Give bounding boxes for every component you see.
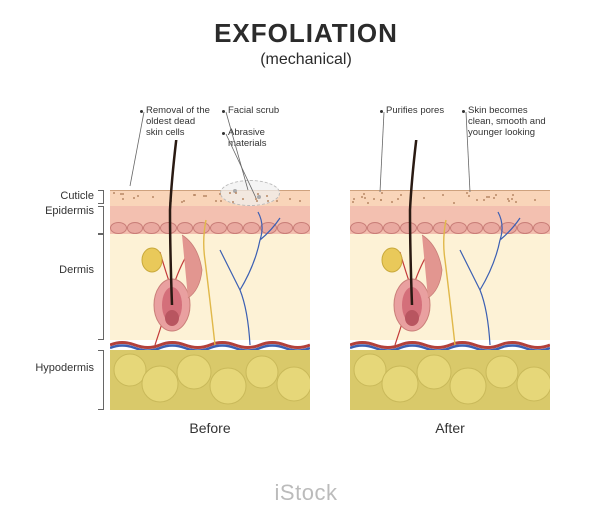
caption-before: Before bbox=[110, 420, 310, 436]
layer-dermis bbox=[350, 234, 550, 340]
layer-hypo-line bbox=[350, 340, 550, 350]
callout-facial-scrub: Facial scrub bbox=[228, 106, 279, 117]
title-block: EXFOLIATION (mechanical) bbox=[0, 0, 612, 69]
callout-text: Purifies pores bbox=[386, 105, 444, 116]
layer-hypo-line bbox=[110, 340, 310, 350]
callout-text: Facial scrub bbox=[228, 105, 279, 116]
diagram-title: EXFOLIATION bbox=[0, 18, 612, 49]
epidermis-cells bbox=[350, 222, 550, 234]
callout-clean-smooth: Skin becomesclean, smooth andyounger loo… bbox=[468, 106, 546, 139]
pores-after bbox=[350, 192, 550, 204]
callout-abrasive: Abrasivematerials bbox=[228, 128, 267, 150]
callout-text: Abrasivematerials bbox=[228, 127, 267, 149]
layer-hypodermis bbox=[110, 350, 310, 410]
panels-container: Before After bbox=[0, 140, 612, 440]
callout-dead-cells: Removal of theoldest deadskin cells bbox=[146, 106, 210, 139]
watermark: iStock bbox=[275, 480, 338, 506]
callout-text: Skin becomesclean, smooth andyounger loo… bbox=[468, 105, 546, 138]
layer-dermis bbox=[110, 234, 310, 340]
diagram-subtitle: (mechanical) bbox=[0, 51, 612, 69]
panel-after: After bbox=[350, 140, 550, 410]
panel-before: Before bbox=[110, 140, 310, 410]
layer-hypodermis bbox=[350, 350, 550, 410]
callout-purifies: Purifies pores bbox=[386, 106, 444, 117]
callout-text: Removal of theoldest deadskin cells bbox=[146, 105, 210, 138]
pores-before bbox=[110, 192, 310, 204]
caption-after: After bbox=[350, 420, 550, 436]
epidermis-cells bbox=[110, 222, 310, 234]
